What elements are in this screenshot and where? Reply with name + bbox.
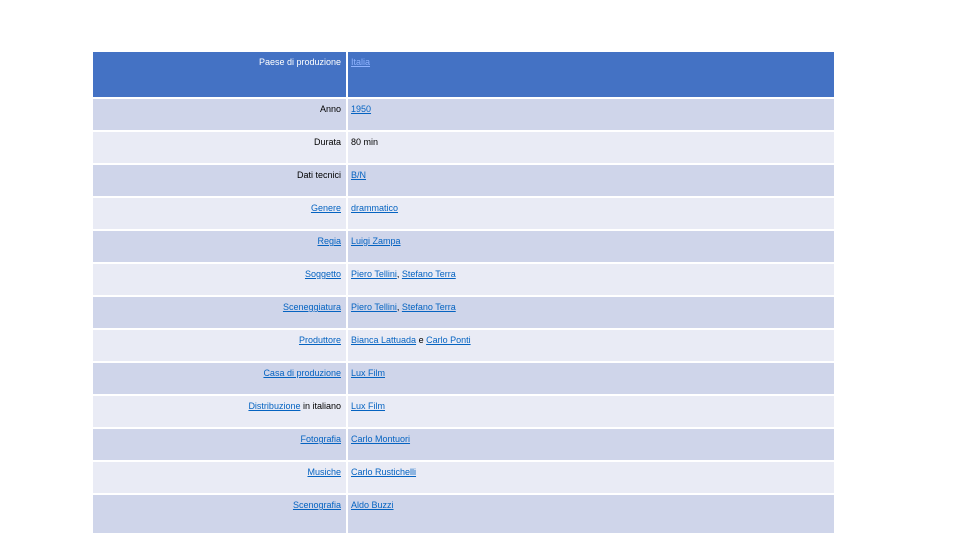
row-value-sceneggiatura: Piero Tellini, Stefano Terra: [346, 297, 834, 330]
table-row: Soggetto Piero Tellini, Stefano Terra: [93, 264, 834, 297]
label-link-produttore[interactable]: Produttore: [298, 335, 341, 345]
row-label-casa-produzione: Casa di produzione: [93, 363, 346, 396]
table-row: Paese di produzione Italia: [93, 52, 834, 99]
label-link-genere[interactable]: Genere: [310, 203, 341, 213]
value-link-company[interactable]: Lux Film: [351, 401, 386, 411]
table-row: Fotografia Carlo Montuori: [93, 429, 834, 462]
label-link-casa-produzione[interactable]: Casa di produzione: [263, 368, 341, 378]
row-value-distribuzione: Lux Film: [346, 396, 834, 429]
label-link-scenografia[interactable]: Scenografia: [292, 500, 341, 510]
row-value-casa-produzione: Lux Film: [346, 363, 834, 396]
value-link-person[interactable]: Stefano Terra: [401, 302, 456, 312]
row-value-produttore: Bianca Lattuada e Carlo Ponti: [346, 330, 834, 363]
row-label-soggetto: Soggetto: [93, 264, 346, 297]
label-text: Durata: [313, 137, 341, 147]
value-link-person[interactable]: Stefano Terra: [401, 269, 456, 279]
film-info-table: Paese di produzione Italia Anno 1950 Dur…: [93, 52, 834, 535]
table-row: Casa di produzione Lux Film: [93, 363, 834, 396]
row-label-regia: Regia: [93, 231, 346, 264]
value-link-person[interactable]: Aldo Buzzi: [351, 500, 394, 510]
value-text: 80 min: [351, 137, 379, 147]
label-link-musiche[interactable]: Musiche: [307, 467, 341, 477]
row-label-fotografia: Fotografia: [93, 429, 346, 462]
table-row: Regia Luigi Zampa: [93, 231, 834, 264]
value-link-person[interactable]: Piero Tellini: [351, 302, 397, 312]
row-value-scenografia: Aldo Buzzi: [346, 495, 834, 535]
value-link-italia[interactable]: Italia: [351, 57, 371, 67]
value-separator: e: [416, 335, 427, 345]
table-row: Distribuzione in italiano Lux Film: [93, 396, 834, 429]
table-row: Sceneggiatura Piero Tellini, Stefano Ter…: [93, 297, 834, 330]
row-label-sceneggiatura: Sceneggiatura: [93, 297, 346, 330]
label-link-distribuzione[interactable]: Distribuzione: [248, 401, 301, 411]
label-link-regia[interactable]: Regia: [317, 236, 341, 246]
table-row: Genere drammatico: [93, 198, 834, 231]
value-link-director[interactable]: Luigi Zampa: [351, 236, 401, 246]
value-link-year[interactable]: 1950: [351, 104, 372, 114]
table-row: Durata 80 min: [93, 132, 834, 165]
row-value-anno: 1950: [346, 99, 834, 132]
value-link-person[interactable]: Carlo Ponti: [426, 335, 471, 345]
row-label-distribuzione: Distribuzione in italiano: [93, 396, 346, 429]
row-label-genere: Genere: [93, 198, 346, 231]
row-label-scenografia: Scenografia: [93, 495, 346, 535]
label-link-fotografia[interactable]: Fotografia: [300, 434, 341, 444]
row-value-paese: Italia: [346, 52, 834, 99]
row-label-durata: Durata: [93, 132, 346, 165]
value-link-person[interactable]: Carlo Rustichelli: [351, 467, 417, 477]
row-label-paese: Paese di produzione: [93, 52, 346, 99]
row-label-musiche: Musiche: [93, 462, 346, 495]
row-label-dati-tecnici: Dati tecnici: [93, 165, 346, 198]
value-link-bn[interactable]: B/N: [351, 170, 367, 180]
value-separator: ,: [396, 302, 402, 312]
row-value-durata: 80 min: [346, 132, 834, 165]
label-text: Anno: [319, 104, 341, 114]
table-row: Dati tecnici B/N: [93, 165, 834, 198]
table-row: Musiche Carlo Rustichelli: [93, 462, 834, 495]
value-link-person[interactable]: Bianca Lattuada: [351, 335, 417, 345]
label-link-soggetto[interactable]: Soggetto: [304, 269, 341, 279]
table-row: Scenografia Aldo Buzzi: [93, 495, 834, 535]
value-link-genre[interactable]: drammatico: [351, 203, 399, 213]
row-label-produttore: Produttore: [93, 330, 346, 363]
row-value-soggetto: Piero Tellini, Stefano Terra: [346, 264, 834, 297]
label-text: Paese di produzione: [258, 57, 341, 67]
label-link-sceneggiatura[interactable]: Sceneggiatura: [282, 302, 341, 312]
row-value-fotografia: Carlo Montuori: [346, 429, 834, 462]
value-link-person[interactable]: Carlo Montuori: [351, 434, 411, 444]
label-suffix: in italiano: [300, 401, 341, 411]
value-link-company[interactable]: Lux Film: [351, 368, 386, 378]
row-value-musiche: Carlo Rustichelli: [346, 462, 834, 495]
row-value-genere: drammatico: [346, 198, 834, 231]
value-separator: ,: [396, 269, 402, 279]
row-value-dati-tecnici: B/N: [346, 165, 834, 198]
value-link-person[interactable]: Piero Tellini: [351, 269, 397, 279]
label-text: Dati tecnici: [296, 170, 341, 180]
row-label-anno: Anno: [93, 99, 346, 132]
table-row: Anno 1950: [93, 99, 834, 132]
row-value-regia: Luigi Zampa: [346, 231, 834, 264]
table-row: Produttore Bianca Lattuada e Carlo Ponti: [93, 330, 834, 363]
